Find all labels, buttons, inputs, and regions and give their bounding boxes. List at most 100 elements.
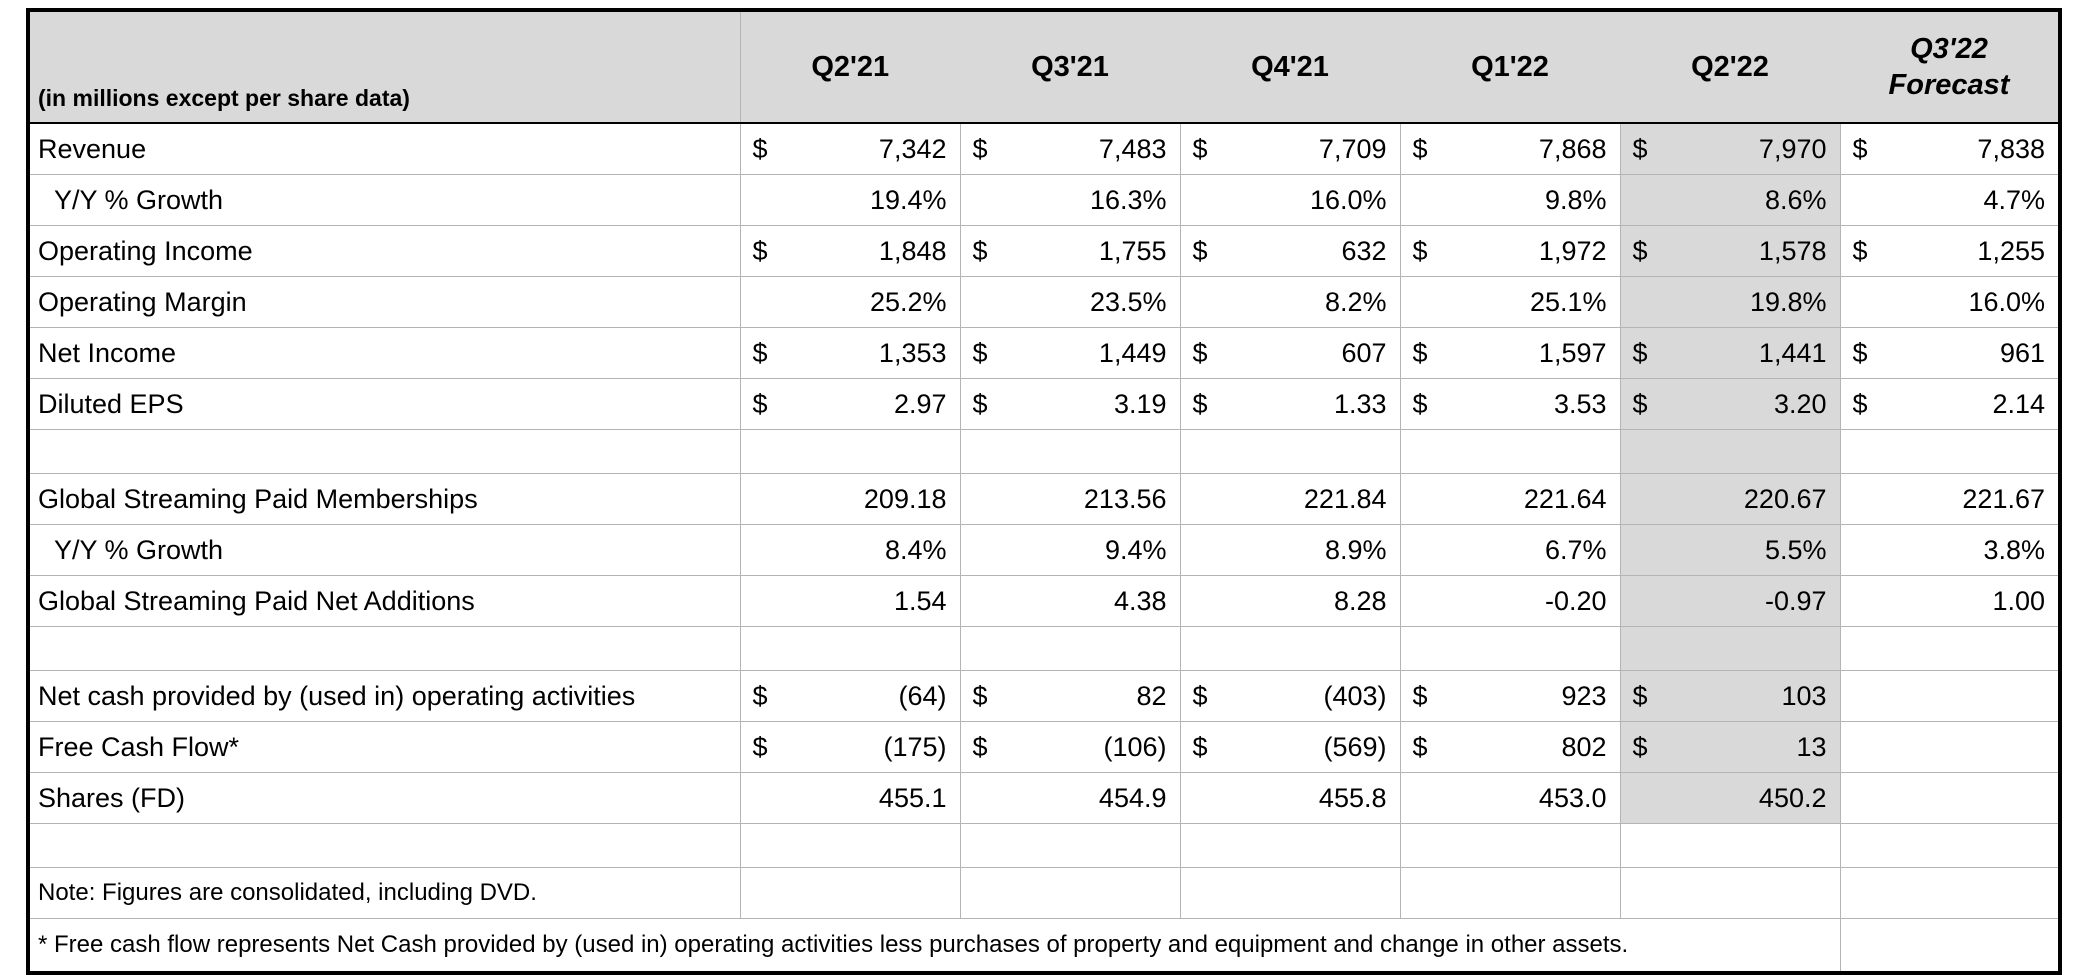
table-cell: $1,597	[1399, 327, 1621, 379]
table-cell	[1399, 626, 1621, 671]
table-cell: 16.3%	[959, 174, 1181, 226]
table-cell	[1179, 626, 1401, 671]
cell-value: 19.8%	[1749, 286, 1827, 317]
table-cell	[1619, 823, 1841, 868]
row-label: Shares (FD)	[27, 772, 741, 824]
table-cell	[1179, 429, 1401, 474]
table-cell: $3.19	[959, 378, 1181, 430]
spacer-row	[27, 626, 2061, 671]
row-label: Global Streaming Paid Memberships	[27, 473, 741, 525]
column-header-q4-21: Q4'21	[1180, 10, 1400, 124]
cell-value: 8.2%	[1324, 286, 1387, 317]
table-cell: $7,709	[1179, 122, 1401, 175]
table-cell	[739, 626, 961, 671]
note-text: Note: Figures are consolidated, includin…	[27, 867, 741, 919]
column-header-q2-22: Q2'22	[1620, 10, 1840, 124]
table-cell: $1,848	[739, 225, 961, 277]
table-cell: $961	[1839, 327, 2061, 379]
table-cell: $103	[1619, 670, 1841, 722]
cell-value: 1.33	[1333, 388, 1387, 419]
table-cell: $7,838	[1839, 122, 2061, 175]
dollar-sign: $	[1852, 235, 1868, 266]
table-cell	[739, 429, 961, 474]
table-cell: $3.20	[1619, 378, 1841, 430]
table-cell	[1839, 918, 2061, 974]
table-cell: 453.0	[1399, 772, 1621, 824]
header-row: (in millions except per share data) Q2'2…	[28, 10, 2060, 124]
table-cell: 454.9	[959, 772, 1181, 824]
dollar-sign: $	[972, 731, 988, 762]
cell-value: (403)	[1323, 680, 1387, 711]
dollar-sign: $	[1192, 235, 1208, 266]
table-cell: $ (175)	[739, 721, 961, 773]
cell-value: 8.4%	[884, 534, 947, 565]
dollar-sign: $	[1852, 337, 1868, 368]
cell-value: 4.7%	[1983, 184, 2045, 215]
cell-value: 453.0	[1538, 782, 1607, 813]
cell-value: 1,353	[878, 337, 947, 368]
table-cell: 221.84	[1179, 473, 1401, 525]
table-cell: $1,441	[1619, 327, 1841, 379]
cell-value: 220.67	[1743, 483, 1827, 514]
cell-value: 961	[1999, 337, 2045, 368]
cell-value: 7,970	[1758, 133, 1827, 164]
table-cell: $1,255	[1839, 225, 2061, 277]
table-cell	[1839, 721, 2061, 773]
cell-value: 7,868	[1538, 133, 1607, 164]
cell-value: 1.54	[893, 585, 947, 616]
table-cell	[959, 867, 1181, 919]
table-cell: 19.8%	[1619, 276, 1841, 328]
table-cell: -0.97	[1619, 575, 1841, 627]
table-row: Net cash provided by (used in) operating…	[27, 670, 2061, 722]
table-cell: 19.4%	[739, 174, 961, 226]
table-cell: 221.67	[1839, 473, 2061, 525]
cell-value: 7,709	[1318, 133, 1387, 164]
table-cell: 4.7%	[1839, 174, 2061, 226]
cell-value: 3.53	[1553, 388, 1607, 419]
table-cell: $3.53	[1399, 378, 1621, 430]
cell-value: 8.6%	[1764, 184, 1827, 215]
table-cell	[1399, 867, 1621, 919]
footnote-row: * Free cash flow represents Net Cash pro…	[27, 918, 2061, 974]
cell-value: 13	[1796, 731, 1827, 762]
cell-value: 1,848	[878, 235, 947, 266]
table-cell: $82	[959, 670, 1181, 722]
cell-value: 16.3%	[1089, 184, 1167, 215]
cell-value: (106)	[1103, 731, 1167, 762]
cell-value: 209.18	[863, 483, 947, 514]
spacer-row	[27, 823, 2061, 868]
cell-value: 2.14	[1992, 388, 2045, 419]
cell-value: 1,449	[1098, 337, 1167, 368]
column-header-q2-21: Q2'21	[740, 10, 960, 124]
row-label: Net cash provided by (used in) operating…	[27, 670, 741, 722]
unit-note: (in millions except per share data)	[28, 10, 741, 124]
table-cell	[739, 867, 961, 919]
table-cell	[1619, 867, 1841, 919]
dollar-sign: $	[1412, 133, 1428, 164]
table-cell: 9.4%	[959, 524, 1181, 576]
cell-value: 6.7%	[1544, 534, 1607, 565]
cell-value: 802	[1561, 731, 1607, 762]
table-row: Net Income $1,353 $1,449 $607 $1,597 $1,441 $9…	[27, 327, 2061, 379]
cell-value: 213.56	[1083, 483, 1167, 514]
row-label: Operating Income	[27, 225, 741, 277]
table-cell: 25.2%	[739, 276, 961, 328]
cell-value: (64)	[898, 680, 947, 711]
table-cell: 209.18	[739, 473, 961, 525]
table-cell: $632	[1179, 225, 1401, 277]
table-row: Operating Margin 25.2% 23.5% 8.2% 25.1% 19.8%…	[27, 276, 2061, 328]
table-cell: $7,868	[1399, 122, 1621, 175]
table-cell: $1,353	[739, 327, 961, 379]
dollar-sign: $	[1632, 133, 1648, 164]
cell-value: (569)	[1323, 731, 1387, 762]
table-cell: $1,755	[959, 225, 1181, 277]
table-cell: 23.5%	[959, 276, 1181, 328]
row-label	[27, 429, 741, 474]
table-cell: $1.33	[1179, 378, 1401, 430]
cell-value: 1,578	[1758, 235, 1827, 266]
dollar-sign: $	[1632, 731, 1648, 762]
table-cell: -0.20	[1399, 575, 1621, 627]
dollar-sign: $	[1192, 731, 1208, 762]
table-cell	[1619, 429, 1841, 474]
